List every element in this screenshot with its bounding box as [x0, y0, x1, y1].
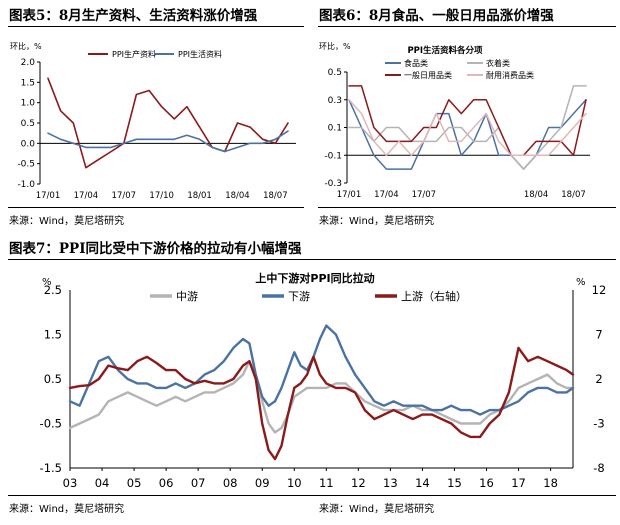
figure6-title-rule — [318, 26, 616, 27]
fig7-xtick-label: 15 — [447, 476, 462, 490]
fig5-series-line — [47, 77, 289, 169]
fig5-ylabel: 环比，% — [10, 41, 42, 51]
fig6-legend-label: 一般日用品类 — [404, 70, 452, 80]
fig5-series-line — [47, 130, 289, 153]
fig7-xtick-label: 17 — [511, 476, 526, 490]
fig6-series-line — [348, 99, 587, 157]
fig7-ytick-right: -3 — [593, 417, 604, 431]
fig7-xtick-label: 09 — [255, 476, 270, 490]
fig6-ytick-label: 0.3 — [328, 96, 342, 106]
fig7-xtick-label: 05 — [127, 476, 142, 490]
fig7-ytick-right: 12 — [592, 283, 607, 297]
fig7-xtick-label: 10 — [287, 476, 302, 490]
fig6-xtick-label: 17/01 — [337, 190, 362, 200]
fig6-legend-label: 食品类 — [404, 58, 428, 68]
figure5-source: 来源：Wind，莫尼塔研究 — [9, 216, 125, 227]
fig7-ytick-right: -8 — [593, 461, 604, 475]
figure5-title-rule — [8, 26, 304, 27]
fig7-ytick-left: 0.5 — [44, 372, 62, 386]
fig7-ytick-left: 1.5 — [44, 328, 62, 342]
fig6-xtick-label: 17/07 — [412, 190, 437, 200]
figure6-source: 来源：Wind，莫尼塔研究 — [319, 216, 435, 227]
fig7-xtick-label: 14 — [415, 476, 430, 490]
fig5-xtick-label: 17/04 — [74, 191, 99, 201]
fig7-chart-title: 上中下游对PPI同比拉动 — [255, 271, 374, 285]
fig5-ytick-label: 1.5 — [21, 78, 35, 88]
fig7-legend-label: 下游 — [288, 290, 310, 303]
figure7-title: 图表7：PPI同比受中下游价格的拉动有小幅增强 — [9, 241, 302, 257]
figure5-source-rule — [8, 207, 304, 208]
fig7-ytick-left: -1.5 — [40, 461, 62, 475]
fig7-xtick-label: 08 — [223, 476, 238, 490]
fig7-xtick-label: 18 — [543, 476, 558, 490]
figure7-title-rule — [8, 259, 616, 260]
fig6-xtick-label: 18/04 — [524, 190, 549, 200]
fig6-xtick-label: 18/07 — [561, 190, 586, 200]
fig7-xtick-label: 03 — [63, 476, 78, 490]
fig7-ytick-left: -0.5 — [40, 417, 62, 431]
fig7-xtick-label: 13 — [383, 476, 398, 490]
fig6-legend-label: 衣着类 — [486, 58, 510, 68]
fig5-xtick-label: 17/10 — [149, 191, 174, 201]
fig6-xtick-label: 17/04 — [374, 190, 399, 200]
fig5-ytick-label: 2.0 — [21, 58, 36, 68]
fig6-ylabel: 环比，% — [319, 41, 351, 51]
fig5-ytick-label: 0.0 — [21, 139, 36, 149]
fig7-series-line — [68, 346, 575, 461]
figure7-source-rule — [8, 495, 616, 496]
fig7-xtick-label: 06 — [159, 476, 174, 490]
fig6-series-line — [348, 85, 587, 157]
figure5-title: 图表5：8月生产资料、生活资料涨价增强 — [9, 8, 258, 24]
fig6-legend-label: 耐用消费品类 — [486, 70, 534, 80]
fig7-ytick-right: 7 — [595, 328, 602, 342]
fig7-xtick-label: 04 — [95, 476, 110, 490]
fig6-ytick-label: -0.3 — [324, 179, 342, 189]
fig5-xtick-label: 18/07 — [263, 191, 288, 201]
fig7-ylabel-left: % — [42, 277, 52, 288]
fig6-series-line — [348, 99, 587, 170]
fig7-xtick-label: 16 — [479, 476, 494, 490]
fig7-legend-label: 上游（右轴） — [401, 289, 467, 303]
fig5-ytick-label: 0.5 — [21, 119, 35, 129]
fig5-legend-label: PPI生产资料 — [112, 49, 156, 59]
fig5-xtick-label: 17/01 — [36, 191, 61, 201]
figure7-source-left: 来源：Wind，莫尼塔研究 — [9, 504, 125, 515]
fig5-ytick-label: 1.0 — [21, 99, 36, 109]
fig6-chart-title: PPI生活资料各分项 — [407, 45, 483, 56]
figure6-title: 图表6：8月食品、一般日用品涨价增强 — [319, 8, 554, 24]
figure7-source-right: 来源：Wind，莫尼塔研究 — [319, 504, 435, 515]
fig6-ytick-label: 0.5 — [328, 68, 342, 78]
fig6-ytick-label: -0.1 — [324, 151, 342, 161]
fig7-legend-label: 中游 — [176, 290, 198, 303]
fig7-xtick-label: 12 — [351, 476, 366, 490]
fig6-ytick-label: 0.1 — [328, 124, 342, 134]
fig7-xtick-label: 07 — [191, 476, 206, 490]
figure6-source-rule — [318, 207, 616, 208]
fig5-ytick-label: -0.5 — [17, 160, 35, 170]
fig5-xtick-label: 18/01 — [187, 191, 212, 201]
fig5-xtick-label: 17/07 — [112, 191, 137, 201]
fig7-ytick-left: 2.5 — [44, 283, 62, 297]
fig7-ytick-right: 2 — [595, 372, 602, 386]
fig7-ylabel-right: % — [576, 277, 586, 288]
fig7-xtick-label: 11 — [319, 476, 334, 490]
fig5-xtick-label: 18/04 — [225, 191, 250, 201]
fig5-legend-label: PPI生活资料 — [178, 49, 222, 59]
fig5-ytick-label: -1.0 — [17, 180, 35, 190]
fig7-series-line — [68, 360, 575, 434]
